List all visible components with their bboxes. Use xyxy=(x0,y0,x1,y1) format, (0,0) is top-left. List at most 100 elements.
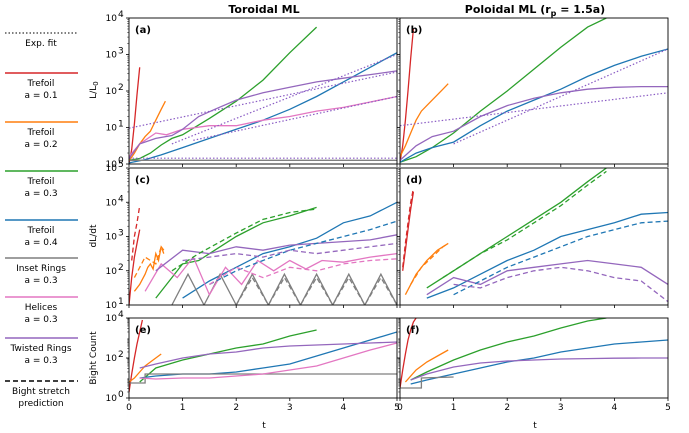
ytick-exponent: 4 xyxy=(118,10,124,20)
ylabel-row-a: L/L0 xyxy=(89,81,100,99)
series-line-t2 xyxy=(404,349,449,383)
series-line-twist xyxy=(410,357,668,381)
legend-item-t2: Trefoil a = 0.2 xyxy=(5,121,78,150)
legend-item-helix: Helices a = 0.3 xyxy=(5,296,78,325)
column-title-toroidal: Toroidal ML xyxy=(228,3,299,16)
panel-e-series xyxy=(129,319,397,393)
series-line-expfit xyxy=(453,48,668,145)
xtick-label: 5 xyxy=(394,403,400,413)
series-line-twist xyxy=(426,259,668,296)
legend-item-expfit: Exp. fit xyxy=(5,32,78,49)
panel-f-series xyxy=(400,318,668,389)
ytick-exponent: 1 xyxy=(118,120,124,130)
panel-b-series xyxy=(400,18,668,163)
xtick-label: 1 xyxy=(180,403,186,413)
panel-f: 0 1 2 3 4 5 (f) xyxy=(397,317,671,413)
legend-name: Trefoil xyxy=(27,226,55,236)
legend-name: Helices xyxy=(25,303,58,313)
xtick-label: 3 xyxy=(558,403,564,413)
ytick-exponent: 5 xyxy=(118,160,124,170)
series-line-t2 xyxy=(133,245,165,292)
series-line-t4 xyxy=(410,339,668,385)
ytick-label: 10 xyxy=(106,14,118,24)
series-line-twist xyxy=(129,70,397,159)
series-line-t1-prediction xyxy=(131,205,141,261)
series-line-t2 xyxy=(400,83,449,157)
panel-label-e: (e) xyxy=(135,325,151,336)
legend-item-twist: Twisted Rings a = 0.3 xyxy=(5,337,78,366)
ylabel-row-c: dL/dt xyxy=(89,224,99,247)
xtick-label: 3 xyxy=(287,403,293,413)
series-line-t2-prediction xyxy=(410,242,449,285)
series-line-helix xyxy=(139,342,397,380)
series-line-t3-prediction xyxy=(171,208,317,272)
ytick-exponent: 0 xyxy=(118,156,124,166)
panel-label-c: (c) xyxy=(135,175,150,186)
xtick-label: 0 xyxy=(126,403,132,413)
legend-param: a = 0.1 xyxy=(24,91,57,101)
legend-item-t1: Trefoil a = 0.1 xyxy=(5,72,78,101)
ytick-exponent: 0 xyxy=(118,390,124,400)
panel-d: (d) xyxy=(397,167,669,308)
series-line-t3 xyxy=(129,26,318,161)
legend-param: a = 0.3 xyxy=(24,315,57,325)
series-line-expfit xyxy=(129,71,397,129)
column-title-poloidal: Poloidal ML (rp = 1.5a) xyxy=(465,3,605,18)
ytick-exponent: 2 xyxy=(118,83,124,93)
series-line-twist xyxy=(155,234,397,272)
panel-d-frame xyxy=(399,167,669,306)
ytick-label: 10 xyxy=(106,198,118,208)
ytick-label: 10 xyxy=(106,267,118,277)
panel-label-f: (f) xyxy=(406,325,420,336)
ytick-label: 10 xyxy=(106,87,118,97)
series-line-t3 xyxy=(139,329,317,383)
panel-label-a: (a) xyxy=(135,25,151,36)
xtick-label: 2 xyxy=(504,403,510,413)
legend-param: a = 0.3 xyxy=(24,276,57,286)
legend-item-bight: Bight stretch prediction xyxy=(5,380,78,409)
series-line-twist xyxy=(139,341,397,369)
series-line-twist-prediction xyxy=(182,242,397,262)
xtick-label: 5 xyxy=(665,403,671,413)
series-line-t4-prediction xyxy=(453,220,668,296)
legend-item-t3: Trefoil a = 0.3 xyxy=(5,170,78,199)
legend-param: a = 0.3 xyxy=(24,189,57,199)
series-line-t3-prediction xyxy=(442,170,607,279)
ytick-label: 10 xyxy=(106,301,118,311)
legend-item-inset: Inset Rings a = 0.3 xyxy=(5,257,78,286)
ytick-exponent: 4 xyxy=(118,194,124,204)
legend-name: Trefoil xyxy=(27,177,55,187)
xlabel-right: t xyxy=(533,421,537,431)
ytick-exponent: 3 xyxy=(118,229,124,239)
series-line-t1 xyxy=(129,229,141,305)
series-line-helix-prediction xyxy=(209,258,397,285)
ytick-exponent: 1 xyxy=(118,297,124,307)
series-line-expfit xyxy=(171,53,397,145)
panel-e-frame xyxy=(128,317,398,399)
series-line-helix xyxy=(144,252,397,297)
panel-c-frame xyxy=(128,167,398,306)
series-line-t4 xyxy=(129,52,397,164)
ytick-label: 10 xyxy=(106,354,118,364)
legend-name: Twisted Rings xyxy=(9,344,71,354)
series-line-t3 xyxy=(155,206,317,299)
series-line-t2-prediction xyxy=(133,244,165,278)
series-line-t4 xyxy=(139,331,397,379)
series-line-t3 xyxy=(400,18,607,163)
legend-name: Inset Rings xyxy=(16,264,66,274)
panel-label-b: (b) xyxy=(406,25,422,36)
ytick-exponent: 4 xyxy=(118,310,124,320)
ytick-label: 10 xyxy=(106,164,118,174)
series-line-t1-prediction xyxy=(402,188,415,268)
series-line-t1 xyxy=(129,319,144,393)
series-line-helix xyxy=(129,95,397,158)
legend-name: Bight stretch xyxy=(12,387,70,397)
series-line-t1 xyxy=(400,318,417,389)
series-line-t2 xyxy=(404,242,449,296)
ytick-label: 10 xyxy=(106,51,118,61)
ylabel-row-e: Bight Count xyxy=(89,331,99,385)
